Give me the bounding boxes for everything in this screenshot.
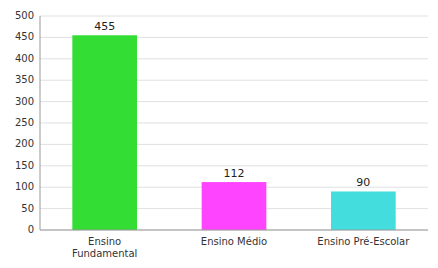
y-tick-label: 0	[28, 224, 34, 235]
x-axis-line	[40, 230, 428, 231]
y-axis-line	[40, 16, 41, 230]
bar	[331, 191, 396, 230]
x-tick-label: Ensino Pré-Escolar	[317, 236, 410, 247]
bars	[72, 35, 395, 230]
y-tick-label: 400	[15, 53, 34, 64]
x-axis: EnsinoFundamental Ensino Médio Ensino Pré-…	[72, 236, 410, 259]
y-tick-label: 100	[15, 181, 34, 192]
y-axis: 0 50 100 150 200 250 300 350 400 450 500	[15, 10, 34, 235]
bar	[72, 35, 137, 230]
y-tick-label: 450	[15, 31, 34, 42]
chart-container: 0 50 100 150 200 250 300 350 400 450 500 455 112 90 En…	[0, 0, 438, 268]
data-label: 455	[94, 20, 115, 33]
y-tick-label: 200	[15, 138, 34, 149]
grid	[40, 16, 428, 230]
y-tick-label: 500	[15, 10, 34, 21]
bar	[202, 182, 267, 230]
y-tick-label: 300	[15, 96, 34, 107]
x-tick-label: Ensino Médio	[201, 236, 267, 247]
x-tick-label: EnsinoFundamental	[72, 236, 137, 259]
y-tick-label: 150	[15, 160, 34, 171]
grid-line	[40, 16, 428, 17]
data-label: 112	[224, 167, 245, 180]
data-label: 90	[356, 176, 370, 189]
chart: 0 50 100 150 200 250 300 350 400 450 500 455 112 90 En…	[0, 0, 438, 268]
data-labels: 455 112 90	[94, 20, 370, 189]
y-tick-label: 50	[21, 203, 34, 214]
grid-line	[40, 230, 428, 231]
y-tick-label: 250	[15, 117, 34, 128]
y-tick-label: 350	[15, 74, 34, 85]
